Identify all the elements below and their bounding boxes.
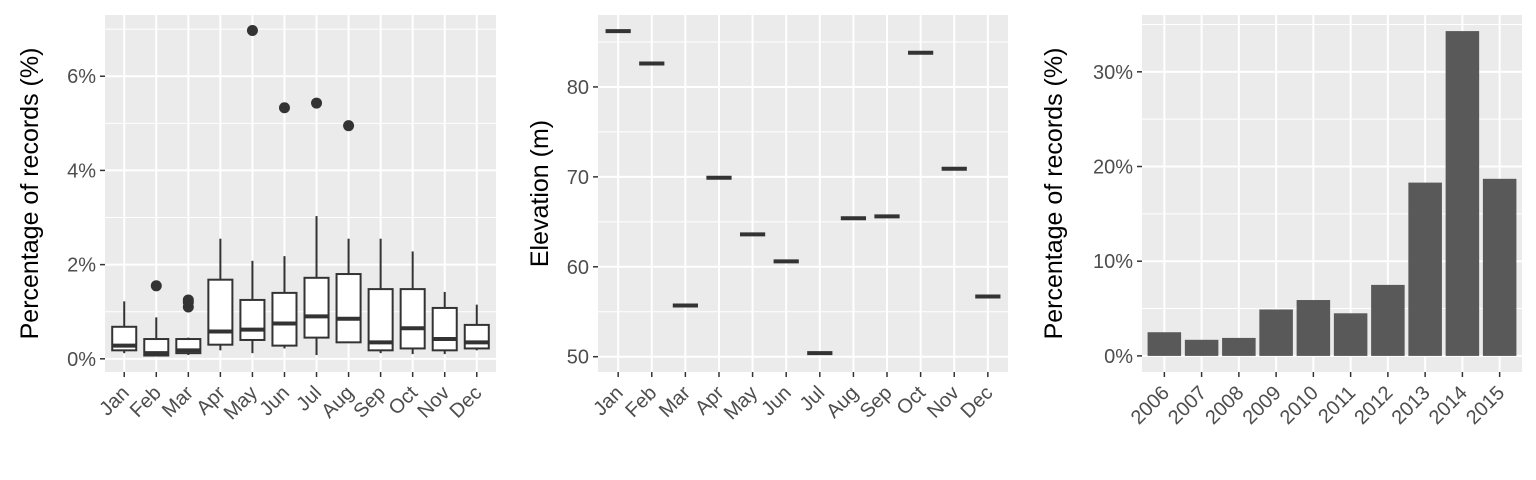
box (399, 288, 426, 350)
x-tick-label: Nov (923, 382, 964, 423)
y-tick-label: 20% (1093, 157, 1133, 179)
y-tick-label: 2% (67, 255, 96, 277)
x-tick-label: Oct (385, 382, 423, 420)
x-tick-label: 2010 (1276, 382, 1323, 429)
x-tick-label: Jan (589, 382, 627, 420)
x-tick-label: Aug (822, 382, 863, 423)
outlier-point (278, 102, 290, 114)
bar (1333, 313, 1368, 356)
x-tick-label: 2011 (1314, 382, 1360, 428)
x-tick-label: Oct (893, 382, 931, 420)
x-tick-label: 2014 (1425, 382, 1472, 429)
y-tick-label: 0% (67, 349, 96, 371)
y-tick-label: 0% (1104, 346, 1133, 368)
outlier-point (343, 120, 355, 132)
x-tick-label: Sep (349, 382, 390, 423)
x-tick-label: 2007 (1164, 382, 1211, 429)
x-tick-label: Dec (446, 382, 487, 423)
box (431, 306, 458, 352)
bar (1296, 300, 1331, 356)
bar (1482, 178, 1517, 356)
y-tick-label: 80 (567, 77, 589, 99)
y-axis-title: Percentage of records (%) (1040, 48, 1068, 340)
box (303, 276, 330, 339)
x-tick-label: Dec (957, 382, 998, 423)
x-tick-label: Mar (655, 382, 695, 422)
x-tick-label: Feb (126, 382, 166, 422)
box (463, 323, 490, 350)
bar (1259, 309, 1293, 356)
bar (1371, 284, 1405, 356)
x-tick-label: May (720, 382, 762, 424)
outlier-point (246, 25, 258, 37)
outlier-point (311, 97, 323, 109)
x-tick-label: Jun (256, 382, 294, 420)
y-tick-label: 70 (567, 167, 589, 189)
y-axis-title: Percentage of records (%) (16, 48, 44, 340)
bar (1147, 332, 1182, 356)
x-tick-label: Nov (414, 382, 455, 423)
x-tick-label: 2013 (1388, 382, 1435, 429)
chart-monthly-percentage-boxplot: 0%2%4%6%JanFebMarAprMayJunJulAugSepOctNo… (16, 15, 496, 424)
box (367, 288, 394, 352)
x-tick-label: Apr (691, 382, 729, 420)
x-tick-label: 2006 (1127, 382, 1174, 429)
bar (1445, 31, 1480, 356)
y-tick-label: 50 (567, 347, 589, 369)
chart-yearly-percentage-bars: 0%10%20%30%20062007200820092010201120122… (1040, 15, 1522, 429)
x-tick-label: 2008 (1201, 382, 1248, 429)
x-tick-label: Aug (317, 382, 358, 423)
x-tick-label: 2012 (1350, 382, 1397, 429)
x-tick-label: 2009 (1239, 382, 1286, 429)
x-tick-label: Mar (158, 382, 198, 422)
outlier-point (150, 280, 162, 292)
y-axis-title: Elevation (m) (526, 120, 554, 267)
x-tick-label: May (220, 382, 262, 424)
box (239, 298, 266, 341)
x-tick-label: Sep (856, 382, 897, 423)
y-tick-label: 6% (67, 66, 96, 88)
x-tick-label: Feb (621, 382, 661, 422)
x-tick-label: 2015 (1462, 382, 1509, 429)
box (271, 291, 298, 347)
panel-background (105, 15, 496, 372)
x-tick-label: Jun (757, 382, 795, 420)
y-tick-label: 60 (567, 257, 589, 279)
box (335, 273, 362, 344)
y-tick-label: 30% (1093, 62, 1133, 84)
bar (1408, 182, 1442, 356)
bar (1184, 339, 1219, 356)
panel-background (598, 15, 1008, 372)
y-tick-label: 4% (67, 160, 96, 182)
outlier-point (182, 294, 194, 306)
box (207, 278, 234, 346)
x-tick-label: Jan (95, 382, 133, 420)
bar (1222, 337, 1256, 356)
y-tick-label: 10% (1093, 251, 1133, 273)
